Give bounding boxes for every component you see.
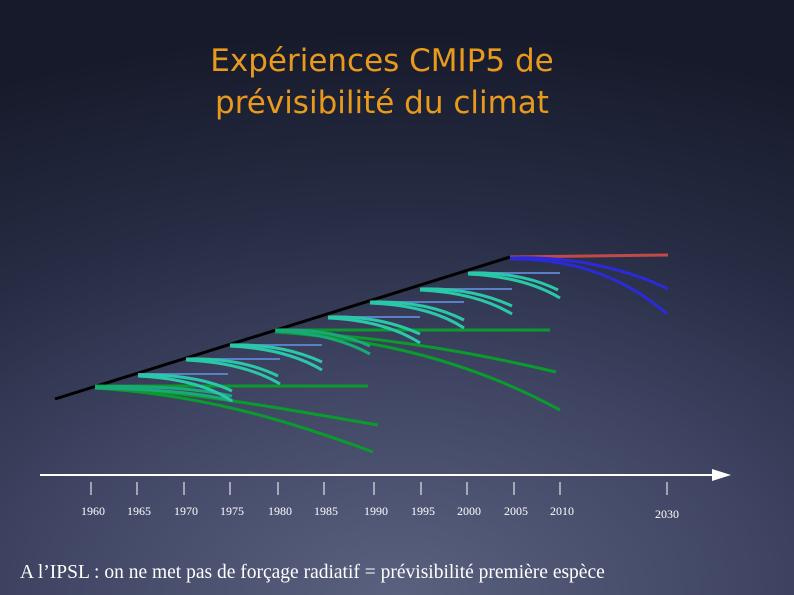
forecast-branch: [327, 316, 421, 345]
short-forecast-1990: [369, 300, 465, 330]
tick-2030: 2030: [655, 482, 679, 521]
tick-label: 2030: [655, 507, 679, 521]
slide-caption: A l’IPSL : on ne met pas de forçage radi…: [20, 562, 605, 583]
short-forecast-1965: [137, 373, 233, 403]
forecast-branch: [419, 288, 513, 316]
tick-label: 1990: [364, 504, 388, 518]
tick-1990: 1990: [364, 482, 388, 518]
tick-1980: 1980: [268, 482, 292, 518]
tick-label: 1960: [81, 504, 105, 518]
tick-2010: 2010: [550, 482, 574, 518]
tick-label: 1995: [411, 504, 435, 518]
tick-label: 1965: [127, 504, 151, 518]
forecast-branch: [419, 287, 513, 308]
forecast-branch: [467, 271, 559, 292]
forecast-branch: [275, 328, 371, 348]
tick-label: 2005: [504, 504, 528, 518]
slide-title: Expériences CMIP5 de prévisibilité du cl…: [0, 40, 764, 124]
tick-2005: 2005: [504, 482, 528, 518]
long-forecast-1960: [94, 384, 379, 454]
tick-label: 1985: [314, 504, 338, 518]
tick-label: 1970: [174, 504, 198, 518]
short-forecast-1995: [419, 287, 513, 316]
time-axis: 1960 1965 1970 1975 1980 1985: [40, 469, 731, 521]
tick-label: 2010: [550, 504, 574, 518]
tick-1960: 1960: [81, 482, 105, 518]
short-forecast-1985: [327, 315, 421, 345]
tick-1995: 1995: [411, 482, 435, 518]
forecast-branch: [369, 301, 465, 330]
forecast-branch: [229, 344, 323, 372]
time-axis-arrowhead: [712, 469, 731, 481]
observed-trajectory-line: [54, 255, 511, 401]
forecast-branch: [185, 357, 279, 378]
forecast-branch: [229, 343, 323, 364]
forecast-branch: [275, 329, 371, 356]
tick-1985: 1985: [314, 482, 338, 518]
title-line-2: prévisibilité du climat: [215, 85, 549, 121]
tick-label: 1975: [220, 504, 244, 518]
forecast-branch: [137, 374, 233, 403]
tick-2000: 2000: [457, 482, 481, 518]
forecast-branch: [327, 315, 421, 336]
forecast-branch: [274, 329, 557, 374]
forecast-branch: [137, 373, 233, 393]
forecast-branch: [94, 386, 374, 454]
forecast-branch: [369, 300, 465, 322]
tick-1975: 1975: [220, 482, 244, 518]
tick-1965: 1965: [127, 482, 151, 518]
forecast-branch: [94, 386, 234, 403]
tick-label: 1980: [268, 504, 292, 518]
forecast-branch: [185, 358, 281, 386]
short-forecast-1980: [275, 328, 371, 356]
short-forecast-2000: [467, 271, 561, 300]
forecast-branch: [467, 272, 561, 300]
tick-1970: 1970: [174, 482, 198, 518]
tick-label: 2000: [457, 504, 481, 518]
short-forecast-1970: [185, 357, 281, 386]
title-line-1: Expériences CMIP5 de: [210, 43, 554, 79]
long-forecast-2005: [509, 253, 669, 316]
short-forecast-1975: [229, 343, 323, 372]
forecast-branch-blue: [509, 256, 669, 291]
forecast-branch-blue: [509, 257, 668, 316]
